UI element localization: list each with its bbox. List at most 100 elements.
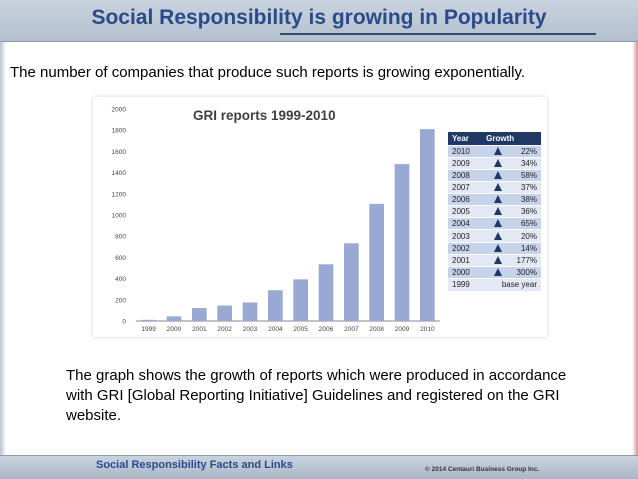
up-arrow-icon bbox=[494, 267, 503, 276]
growth-table-year: 2005 bbox=[448, 205, 483, 218]
up-arrow-icon bbox=[494, 207, 503, 216]
growth-table-row: 2009 34% bbox=[448, 156, 541, 170]
y-tick-label: 200 bbox=[115, 297, 126, 304]
growth-table-growth: 65% bbox=[482, 217, 541, 230]
up-arrow-icon bbox=[494, 255, 503, 264]
growth-table-row: 2005 36% bbox=[448, 205, 541, 218]
bar bbox=[191, 308, 207, 321]
growth-table-row: 2007 37% bbox=[448, 180, 541, 194]
bar bbox=[267, 290, 283, 321]
x-tick-label: 2002 bbox=[217, 326, 232, 333]
growth-value: 58% bbox=[520, 170, 537, 180]
growth-table-row: 2001 177% bbox=[448, 253, 541, 267]
growth-table-year: 2010 bbox=[448, 144, 483, 158]
chart-title: GRI reports 1999-2010 bbox=[193, 108, 336, 123]
growth-value: 300% bbox=[516, 267, 537, 277]
growth-table-year: 2007 bbox=[448, 180, 483, 194]
growth-table-row: 2004 65% bbox=[448, 217, 541, 230]
footer-bar bbox=[0, 455, 638, 479]
header-bar bbox=[0, 0, 638, 42]
growth-value: 65% bbox=[520, 219, 537, 229]
growth-table-growth: base year bbox=[482, 278, 541, 291]
growth-table-growth: 58% bbox=[482, 168, 541, 182]
growth-value: 22% bbox=[520, 146, 537, 156]
growth-table-row: 2010 22% bbox=[448, 144, 541, 158]
bar bbox=[318, 264, 334, 321]
y-tick-label: 400 bbox=[115, 276, 126, 283]
up-arrow-icon bbox=[494, 219, 503, 228]
footer-left-text: Social Responsibility Facts and Links bbox=[96, 459, 293, 471]
up-arrow-icon bbox=[494, 170, 503, 179]
growth-table-growth: 300% bbox=[482, 265, 541, 279]
growth-table-year: 2002 bbox=[448, 241, 483, 255]
growth-value: 14% bbox=[520, 243, 537, 253]
bar bbox=[242, 302, 258, 321]
growth-value: 34% bbox=[520, 158, 537, 168]
x-tick-label: 2003 bbox=[243, 326, 258, 333]
bar bbox=[394, 164, 410, 321]
x-tick-label: 2000 bbox=[167, 326, 182, 333]
y-tick-label: 1800 bbox=[112, 128, 127, 135]
y-tick-label: 800 bbox=[115, 234, 126, 241]
growth-table-header-year: Year bbox=[448, 132, 483, 145]
growth-value: 38% bbox=[520, 195, 537, 205]
growth-value: 177% bbox=[516, 255, 537, 265]
growth-table: Year Growth 2010 22% 2009 34% 2008 58% 2007 37%… bbox=[448, 132, 541, 291]
bar bbox=[293, 279, 309, 321]
growth-table-growth: 177% bbox=[482, 253, 541, 267]
footer-copyright: © 2014 Centauri Business Group Inc. bbox=[425, 466, 540, 473]
up-arrow-icon bbox=[494, 146, 503, 155]
growth-value: 20% bbox=[520, 231, 537, 241]
growth-table-body: 2010 22% 2009 34% 2008 58% 2007 37% 2006 38% 2005 3… bbox=[448, 144, 541, 291]
growth-table-growth: 14% bbox=[482, 241, 541, 255]
bar bbox=[343, 243, 359, 321]
growth-table-row: 2002 14% bbox=[448, 241, 541, 255]
growth-table-header-row: Year Growth bbox=[448, 132, 541, 145]
body-text: The graph shows the growth of reports wh… bbox=[66, 367, 567, 424]
y-tick-label: 0 bbox=[122, 319, 126, 326]
bar-chart: GRI reports 1999-2010 0 200 400 600 800 1000 12… bbox=[112, 107, 440, 333]
up-arrow-icon bbox=[494, 243, 503, 252]
growth-table-year: 2003 bbox=[448, 229, 483, 243]
y-tick-label: 1600 bbox=[112, 149, 127, 156]
growth-table-header-growth: Growth bbox=[482, 132, 541, 145]
growth-table-year: 2006 bbox=[448, 193, 483, 206]
y-tick-label: 2000 bbox=[112, 107, 127, 114]
slide-title: Social Responsibility is growing in Popu… bbox=[91, 6, 547, 29]
x-tick-label: 2008 bbox=[369, 326, 384, 333]
growth-table-growth: 36% bbox=[482, 205, 541, 218]
bar bbox=[369, 203, 385, 321]
up-arrow-icon bbox=[494, 182, 503, 191]
growth-table-growth: 20% bbox=[482, 229, 541, 243]
x-tick-label: 2007 bbox=[344, 326, 359, 333]
bar bbox=[217, 305, 233, 321]
up-arrow-icon bbox=[494, 158, 503, 167]
title-underline bbox=[280, 33, 596, 35]
right-edge-gradient bbox=[632, 42, 638, 455]
x-tick-label: 2005 bbox=[293, 326, 308, 333]
x-tick-label: 2001 bbox=[192, 326, 207, 333]
left-edge-gradient bbox=[0, 42, 6, 455]
slide-subtitle: The number of companies that produce suc… bbox=[10, 64, 526, 81]
x-tick-label: 2009 bbox=[395, 326, 410, 333]
growth-table-growth: 34% bbox=[482, 156, 541, 170]
x-tick-label: 2010 bbox=[420, 326, 435, 333]
growth-table-year: 2001 bbox=[448, 253, 483, 267]
y-tick-label: 1000 bbox=[112, 213, 127, 220]
growth-table-year: 1999 bbox=[448, 278, 483, 291]
x-tick-label: 2006 bbox=[319, 326, 334, 333]
growth-table-row: 2003 20% bbox=[448, 229, 541, 243]
growth-table-growth: 22% bbox=[482, 144, 541, 158]
y-tick-label: 1400 bbox=[112, 170, 127, 177]
y-tick-label: 600 bbox=[115, 255, 126, 262]
growth-table-year: 2009 bbox=[448, 156, 483, 170]
x-tick-label: 2004 bbox=[268, 326, 283, 333]
up-arrow-icon bbox=[494, 231, 503, 240]
growth-table-year: 2008 bbox=[448, 168, 483, 182]
growth-table-year: 2004 bbox=[448, 217, 483, 230]
growth-table-row: 2006 38% bbox=[448, 193, 541, 206]
growth-table-year: 2000 bbox=[448, 265, 483, 279]
growth-value: 36% bbox=[520, 207, 537, 217]
growth-table-growth: 38% bbox=[482, 193, 541, 206]
slide-header: Social Responsibility is growing in Popu… bbox=[0, 0, 638, 48]
